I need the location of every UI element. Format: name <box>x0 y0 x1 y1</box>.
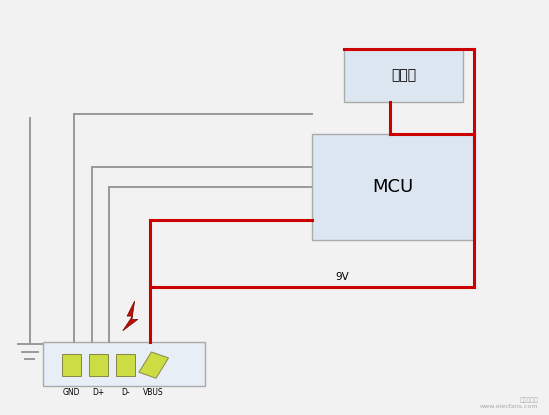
Bar <box>43 342 205 386</box>
Bar <box>344 49 463 102</box>
Text: 9V: 9V <box>335 272 349 282</box>
Text: GND: GND <box>63 388 80 398</box>
Bar <box>62 354 81 376</box>
Text: D-: D- <box>121 388 130 398</box>
Bar <box>89 354 108 376</box>
Bar <box>116 354 135 376</box>
Text: 充电器: 充电器 <box>391 68 416 82</box>
Text: D+: D+ <box>92 388 104 398</box>
Bar <box>312 134 474 240</box>
Bar <box>139 352 169 378</box>
Text: 电子发烧友
www.elecfans.com: 电子发烧友 www.elecfans.com <box>480 398 538 409</box>
Text: MCU: MCU <box>372 178 413 196</box>
Polygon shape <box>123 301 138 331</box>
Text: VBUS: VBUS <box>143 388 164 398</box>
